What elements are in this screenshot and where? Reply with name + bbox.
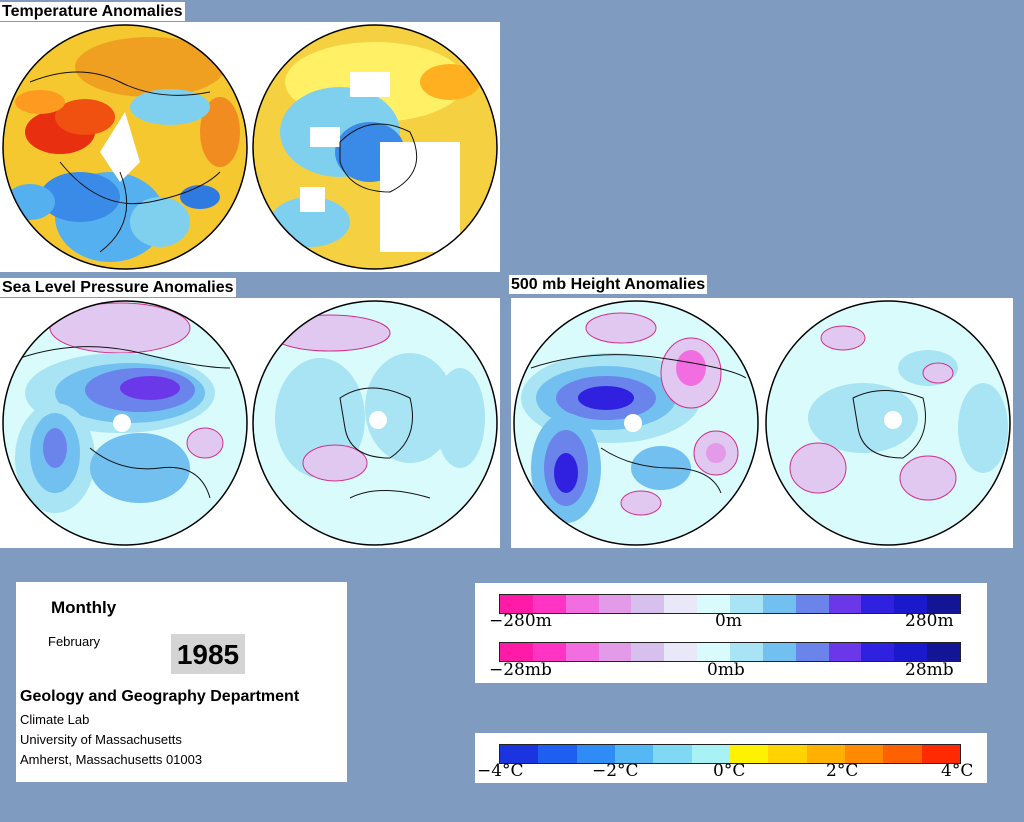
pressure-southern-hemisphere-map (252, 300, 498, 546)
height-pressure-legend: −280m 0m 280m −28mb 0mb 28mb (475, 583, 987, 683)
pressure-color-bar (499, 642, 961, 662)
address-label: Amherst, Massachusetts 01003 (20, 752, 203, 767)
lab-label: Climate Lab (20, 712, 90, 727)
temperature-scale-swatch (500, 745, 539, 763)
height-scale-swatch (861, 595, 895, 613)
temperature-scale-swatch (844, 745, 884, 763)
height-scale-swatch (730, 595, 763, 613)
temperature-scale-swatch (729, 745, 769, 763)
height-scale-swatch (532, 595, 566, 613)
temperature-scale-swatch (691, 745, 730, 763)
height-scale-swatch (631, 595, 665, 613)
pressure-min-label: −28mb (489, 660, 552, 680)
department-label: Geology and Geography Department (20, 688, 300, 705)
pressure-scale-swatch (598, 643, 632, 661)
temperature-tick-5: 4°C (941, 761, 974, 781)
month-label: February (48, 634, 101, 649)
pressure-scale-swatch (795, 643, 829, 661)
pressure-scale-swatch (631, 643, 665, 661)
temperature-tick-2: −2°C (592, 761, 639, 781)
temperature-northern-hemisphere-map (2, 24, 248, 270)
temperature-southern-hemisphere-map (252, 24, 498, 270)
sea-level-pressure-title: Sea Level Pressure Anomalies (0, 278, 236, 297)
pressure-scale-swatch (762, 643, 796, 661)
height-anomalies-title: 500 mb Height Anomalies (509, 275, 708, 294)
height-scale-swatch (894, 595, 928, 613)
height-min-label: −280m (489, 611, 552, 631)
height-scale-swatch (762, 595, 796, 613)
temperature-legend: −4°C −2°C 0°C 2°C 4°C (475, 733, 987, 783)
info-panel: Monthly February 1985 Geology and Geogra… (16, 582, 347, 782)
height-scale-swatch (565, 595, 599, 613)
temperature-scale-swatch (614, 745, 654, 763)
pressure-scale-swatch (828, 643, 862, 661)
temperature-anomalies-title: Temperature Anomalies (0, 2, 185, 21)
temperature-panel (0, 22, 500, 272)
temperature-scale-swatch (538, 745, 577, 763)
height-scale-swatch (598, 595, 632, 613)
pressure-scale-swatch (894, 643, 928, 661)
year-label: 1985 (171, 634, 245, 674)
temperature-tick-4: 2°C (826, 761, 859, 781)
pressure-scale-swatch (664, 643, 698, 661)
pressure-scale-swatch (861, 643, 895, 661)
height-scale-swatch (500, 595, 533, 613)
pressure-max-label: 28mb (905, 660, 954, 680)
height-scale-swatch (828, 595, 862, 613)
temperature-tick-3: 0°C (713, 761, 746, 781)
temperature-scale-swatch (768, 745, 807, 763)
temperature-tick-1: −4°C (477, 761, 524, 781)
pressure-mid-label: 0mb (707, 660, 745, 680)
university-label: University of Massachusetts (20, 732, 182, 747)
temperature-scale-swatch (921, 745, 960, 763)
pressure-scale-swatch (697, 643, 731, 661)
pressure-scale-swatch (500, 643, 533, 661)
pressure-scale-swatch (565, 643, 599, 661)
height-anomalies-panel (511, 298, 1013, 548)
temperature-scale-swatch (653, 745, 692, 763)
height-southern-hemisphere-map (765, 300, 1011, 546)
height-northern-hemisphere-map (513, 300, 759, 546)
height-scale-swatch (795, 595, 829, 613)
temperature-color-bar (499, 744, 961, 764)
pressure-scale-swatch (730, 643, 763, 661)
height-color-bar (499, 594, 961, 614)
period-label: Monthly (51, 598, 117, 617)
temperature-scale-swatch (806, 745, 845, 763)
height-scale-swatch (697, 595, 731, 613)
height-scale-swatch (927, 595, 961, 613)
sea-level-pressure-panel (0, 298, 500, 548)
pressure-scale-swatch (532, 643, 566, 661)
pressure-scale-swatch (927, 643, 961, 661)
temperature-scale-swatch (883, 745, 922, 763)
height-max-label: 280m (905, 611, 954, 631)
pressure-northern-hemisphere-map (2, 300, 248, 546)
height-mid-label: 0m (715, 611, 742, 631)
height-scale-swatch (664, 595, 698, 613)
temperature-scale-swatch (576, 745, 615, 763)
